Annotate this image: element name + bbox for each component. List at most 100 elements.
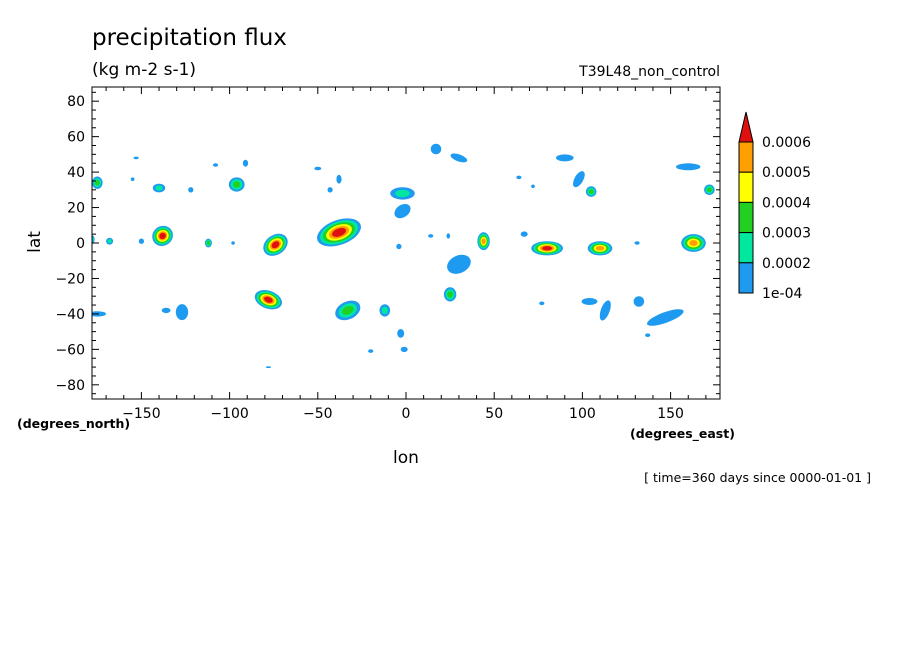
- contour-level-6: [271, 241, 280, 249]
- contour-level-2: [155, 185, 163, 191]
- precip-cell: [646, 309, 684, 326]
- y-tick-label: −20: [55, 271, 85, 287]
- y-tick-label: −80: [55, 378, 85, 394]
- contour-level-1: [161, 307, 171, 314]
- contour-level-1: [447, 254, 471, 274]
- plot-area: −150 −100 −50 0 50 100 150 80 60 40 20 0 −20 −40 −60 −…: [55, 86, 721, 422]
- colorbar-swatch: [738, 262, 754, 294]
- precip-cell: [585, 186, 597, 197]
- run-label: T39L48_non_control: [578, 64, 720, 80]
- contour-level-6: [159, 232, 166, 240]
- x-tick-label: −50: [303, 406, 333, 422]
- y-axis-ticks: 80 60 40 20 0 −20 −40 −60 −80: [55, 91, 720, 395]
- contour-level-1: [450, 153, 468, 163]
- contour-level-1: [130, 177, 135, 181]
- contour-level-1: [188, 187, 194, 193]
- precip-cell: [446, 233, 451, 239]
- precip-cell: [161, 307, 171, 314]
- contour-level-3: [342, 305, 354, 315]
- contour-level-1: [265, 366, 271, 368]
- contour-level-1: [430, 143, 442, 155]
- contour-level-1: [400, 346, 408, 353]
- precip-cell: [396, 243, 402, 250]
- precip-cell: [314, 166, 322, 171]
- contour-level-1: [314, 166, 322, 171]
- precip-cell: [587, 241, 613, 256]
- precip-cell: [152, 225, 173, 246]
- x-tick-label: −150: [122, 406, 160, 422]
- precip-cell: [152, 183, 166, 193]
- colorbar-extend-arrow: [738, 111, 754, 143]
- x-tick-label: 50: [485, 406, 503, 422]
- contour-level-6: [264, 296, 273, 303]
- x-axis-ticks: −150 −100 −50 0 50 100 150: [105, 87, 707, 422]
- contour-level-3: [707, 187, 712, 193]
- precip-cell: [450, 153, 468, 163]
- precip-cell: [92, 311, 107, 317]
- colorbar-label: 0.0004: [762, 195, 811, 211]
- x-tick-label: 150: [657, 406, 684, 422]
- x-units-label: (degrees_east): [630, 426, 735, 442]
- time-note: [ time=360 days since 0000-01-01 ]: [644, 470, 871, 485]
- contour-level-1: [133, 156, 139, 160]
- contour-level-1: [327, 187, 333, 193]
- contour-level-1: [397, 329, 405, 338]
- contour-level-1: [175, 304, 189, 321]
- precip-cell: [443, 287, 457, 302]
- precip-cell: [336, 174, 342, 184]
- contour-level-5: [481, 238, 486, 245]
- contour-level-2: [381, 306, 388, 315]
- precip-cell: [447, 254, 471, 274]
- precip-cell: [92, 176, 103, 189]
- contour-level-3: [233, 181, 241, 188]
- y-tick-label: 80: [67, 94, 85, 110]
- precip-cell: [539, 301, 545, 306]
- precip-cell: [327, 187, 333, 193]
- precipitation-contours: [92, 143, 715, 368]
- x-tick-label: 100: [569, 406, 596, 422]
- precip-cell: [254, 290, 282, 310]
- precip-cell: [138, 238, 144, 244]
- contour-level-1: [446, 233, 451, 239]
- contour-level-1: [368, 349, 374, 353]
- precip-cell: [335, 300, 361, 321]
- contour-level-1: [394, 203, 411, 219]
- y-tick-label: 60: [67, 130, 85, 146]
- precip-cell: [265, 366, 271, 368]
- precip-cell: [263, 233, 288, 256]
- x-tick-label: −100: [210, 406, 248, 422]
- colorbar-label: 0.0006: [762, 135, 811, 151]
- colorbar-swatch: [738, 232, 754, 264]
- precip-cell: [477, 232, 490, 251]
- y-units-label: (degrees_north): [17, 416, 130, 432]
- y-tick-label: −60: [55, 342, 85, 358]
- colorbar-label: 1e-04: [762, 286, 802, 302]
- precip-cell: [317, 218, 361, 247]
- precip-cell: [394, 203, 411, 219]
- contour-level-1: [645, 333, 651, 338]
- contour-level-2: [107, 239, 112, 244]
- contour-level-1: [531, 184, 535, 189]
- contour-level-1: [599, 300, 611, 321]
- precip-cell: [573, 171, 585, 188]
- colorbar-swatch: [738, 201, 754, 234]
- colorbar-swatch: [738, 171, 754, 203]
- precip-cell: [231, 241, 235, 245]
- precip-cell: [633, 296, 645, 307]
- y-tick-label: −40: [55, 307, 85, 323]
- precip-cell: [599, 300, 611, 321]
- colorbar-label: 0.0005: [762, 165, 811, 181]
- precip-cell: [130, 177, 135, 181]
- precip-cell: [212, 163, 219, 167]
- precip-cell: [645, 333, 651, 338]
- precip-cell: [704, 184, 715, 196]
- precip-cell: [430, 143, 442, 155]
- precip-cell: [520, 231, 528, 237]
- contour-level-3: [447, 291, 453, 298]
- y-tick-label: 20: [67, 201, 85, 217]
- colorbar-swatch: [738, 141, 754, 173]
- contour-level-2: [395, 189, 410, 198]
- chart-title: precipitation flux: [92, 25, 287, 51]
- contour-level-1: [520, 231, 528, 237]
